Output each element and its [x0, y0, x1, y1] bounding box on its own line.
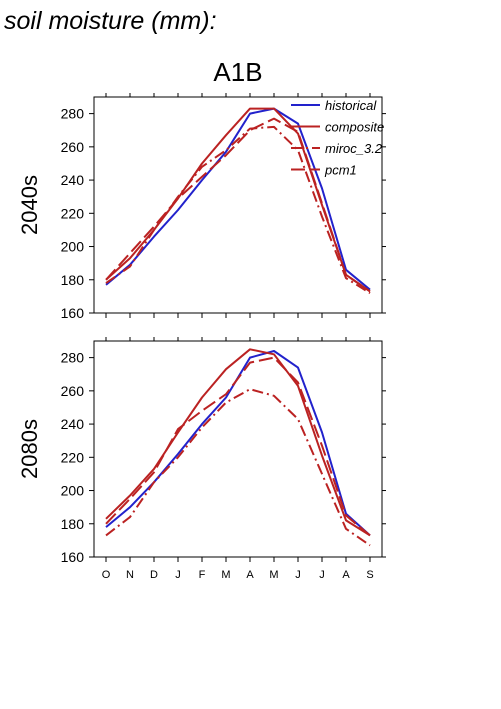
series-line-miroc-3-2 — [105, 125, 371, 294]
series-line-miroc-3-2 — [105, 388, 371, 547]
y-tick-label: 160 — [61, 305, 85, 321]
x-tick-label: J — [175, 569, 181, 581]
series-line-pcm1 — [105, 356, 371, 537]
legend-label: historical — [325, 98, 377, 113]
legend-label: miroc_3.2 — [325, 141, 383, 156]
y-tick-label: 240 — [61, 172, 85, 188]
panel-2040s: 160 180 200 220 240 260 280 2040s historical comp… — [17, 93, 386, 321]
y-tick-label: 160 — [61, 549, 85, 565]
x-tick-label: O — [102, 569, 111, 581]
legend: historical composite miroc_3.2 pcm1 — [291, 98, 384, 178]
y-tick-label: 260 — [61, 383, 85, 399]
legend-label: composite — [325, 120, 384, 135]
x-tick-label: S — [366, 569, 373, 581]
figure-title: soil moisture (mm): — [4, 7, 217, 35]
scenario-title: A1B — [213, 57, 262, 87]
x-tick-label: A — [246, 569, 254, 581]
y-tick-label: 220 — [61, 449, 85, 465]
y-tick-label: 220 — [61, 205, 85, 221]
plot-frame — [93, 96, 383, 314]
legend-label: pcm1 — [324, 163, 357, 178]
y-tick-label: 240 — [61, 416, 85, 432]
series-line-composite — [105, 107, 371, 293]
panel-label: 2080s — [17, 419, 42, 479]
series-line-composite — [105, 348, 371, 537]
series-line-historical — [105, 107, 371, 291]
y-tick-label: 180 — [61, 272, 85, 288]
y-tick-label: 260 — [61, 139, 85, 155]
y-tick-label: 280 — [61, 350, 85, 366]
x-tick-label: D — [150, 569, 158, 581]
x-tick-label: J — [295, 569, 301, 581]
y-tick-label: 280 — [61, 106, 85, 122]
y-tick-label: 180 — [61, 516, 85, 532]
y-tick-label: 200 — [61, 239, 85, 255]
panel-label: 2040s — [17, 175, 42, 235]
plot-frame — [93, 340, 383, 558]
x-tick-label: M — [221, 569, 230, 581]
x-tick-label: A — [342, 569, 350, 581]
x-tick-label: F — [199, 569, 206, 581]
series-line-pcm1 — [105, 117, 371, 293]
x-tick-label: M — [269, 569, 278, 581]
y-tick-label: 200 — [61, 483, 85, 499]
x-tick-label: J — [319, 569, 325, 581]
panel-2080s: 160 180 200 220 240 260 280 O N D J F M A M J J A S 2080s — [17, 337, 386, 581]
x-tick-label: N — [126, 569, 134, 581]
